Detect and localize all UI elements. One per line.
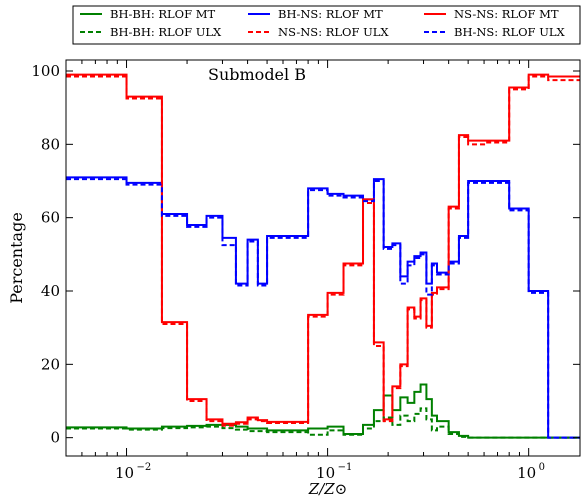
x-tick-exponent: −2 [137,462,152,473]
x-tick-exponent: −1 [338,462,353,473]
series-line-3 [66,407,580,439]
y-tick-label: 100 [31,62,60,80]
legend-label: NS-NS: RLOF MT [454,7,559,21]
y-tick-label: 60 [41,209,60,227]
legend-box [72,5,581,45]
y-tick-label: 20 [41,355,60,373]
series-layer [66,73,580,439]
x-tick-exponent: 0 [539,462,545,473]
chart-title: Submodel B [208,65,306,84]
y-tick-label: 40 [41,282,60,300]
plot-frame [65,59,581,457]
legend-label: BH-BH: RLOF ULX [110,25,222,39]
series-line-4 [66,75,580,427]
y-axis-label: Percentage [7,212,26,304]
legend: BH-BH: RLOF MT BH-BH: RLOF ULX BH-NS: RLOF… [72,5,581,45]
legend-label: BH-BH: RLOF MT [110,7,216,21]
x-axis-label: Z/Z⊙ [308,480,347,498]
x-tick-label: 10 [115,464,134,482]
y-tick-label: 0 [50,429,60,447]
series-line-5 [66,178,580,439]
legend-label: NS-NS: RLOF ULX [278,25,389,39]
x-tick-label: 10 [517,464,536,482]
series-line-2 [66,73,580,425]
legend-label: BH-NS: RLOF MT [278,7,383,21]
y-tick-label: 80 [41,135,60,153]
series-line-1 [66,176,580,439]
x-tick-label: 10 [316,464,335,482]
series-line-0 [66,383,580,439]
legend-label: BH-NS: RLOF ULX [454,25,566,39]
